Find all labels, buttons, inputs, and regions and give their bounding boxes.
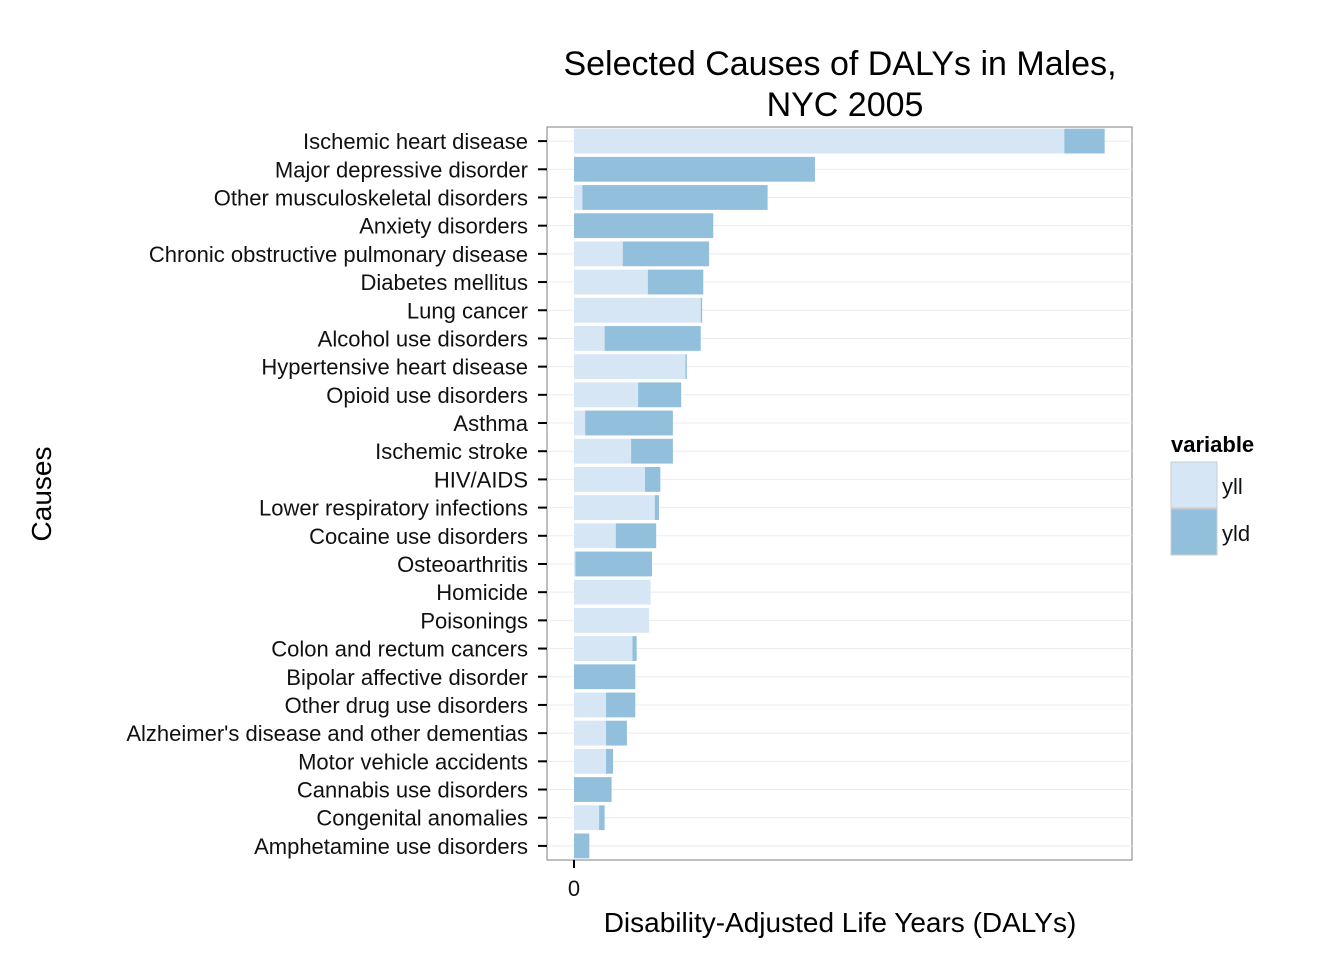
legend-key-yld xyxy=(1170,508,1218,556)
bar-yld xyxy=(685,354,687,380)
y-tick-label: Lung cancer xyxy=(407,298,528,323)
bar-yld xyxy=(632,636,637,661)
y-tick-label: Poisonings xyxy=(420,608,528,633)
bar-yld xyxy=(574,156,815,182)
bar-yld xyxy=(654,495,659,521)
bar-yll xyxy=(574,382,639,408)
y-tick-label: Colon and rectum cancers xyxy=(271,637,528,662)
bar-yld xyxy=(604,326,701,351)
bar-yll xyxy=(574,128,1065,154)
y-tick-label: Opioid use disorders xyxy=(326,383,528,408)
x-tick-label: 0 xyxy=(568,876,580,901)
bar-yll xyxy=(574,185,583,210)
bar-yll xyxy=(574,241,623,267)
bar-yll xyxy=(574,438,632,464)
bars xyxy=(574,128,1105,859)
y-tick-label: Diabetes mellitus xyxy=(360,270,528,295)
bar-yld xyxy=(700,297,703,323)
bar-yll xyxy=(574,354,686,380)
bar-yll xyxy=(574,466,646,492)
y-tick-label: Lower respiratory infections xyxy=(259,496,528,521)
bar-yll xyxy=(574,805,600,831)
bar-yll xyxy=(574,551,576,577)
y-tick-label: Cocaine use disorders xyxy=(309,524,528,549)
y-tick-label: Homicide xyxy=(436,580,528,605)
bar-yll xyxy=(574,495,655,521)
y-tick-label: Motor vehicle accidents xyxy=(298,749,528,774)
bar-yld xyxy=(638,382,682,408)
bar-yll xyxy=(574,269,648,295)
bar-yld xyxy=(622,241,710,267)
bar-yll xyxy=(574,297,701,323)
y-tick-label: Osteoarthritis xyxy=(397,552,528,577)
bar-yld xyxy=(645,466,661,492)
bar-yld xyxy=(606,748,613,774)
bar-yll xyxy=(574,720,607,746)
bar-yld xyxy=(615,523,657,549)
chart-title: Selected Causes of DALYs in Males, xyxy=(563,45,1116,83)
bar-yld xyxy=(631,438,673,464)
legend-label-yld: yld xyxy=(1222,521,1250,546)
x-axis-title: Disability-Adjusted Life Years (DALYs) xyxy=(604,907,1077,938)
bar-yld xyxy=(575,551,652,577)
bar-yld xyxy=(606,692,636,718)
bar-yld xyxy=(1064,128,1105,154)
y-tick-label: Alzheimer's disease and other dementias xyxy=(126,721,528,746)
bar-yld xyxy=(574,664,636,690)
y-tick-label: Amphetamine use disorders xyxy=(254,834,528,859)
bar-yll xyxy=(574,326,605,351)
bar-yll xyxy=(574,692,607,718)
bar-yll xyxy=(574,523,616,549)
y-tick-label: Chronic obstructive pulmonary disease xyxy=(149,242,528,267)
y-tick-label: HIV/AIDS xyxy=(434,467,528,492)
y-tick-label: Ischemic stroke xyxy=(375,439,528,464)
y-tick-label: Other musculoskeletal disorders xyxy=(214,185,528,210)
bar-yld xyxy=(574,777,612,802)
bar-yld xyxy=(574,213,714,239)
y-tick-label: Major depressive disorder xyxy=(275,157,528,182)
y-tick-label: Alcohol use disorders xyxy=(318,326,528,351)
bar-yld xyxy=(599,805,605,831)
y-tick-label: Asthma xyxy=(453,411,528,436)
chart-title-line2: NYC 2005 xyxy=(767,86,924,124)
legend-title: variable xyxy=(1171,432,1254,457)
y-axis: Ischemic heart disease Major depressive d… xyxy=(126,129,547,859)
y-tick-label: Bipolar affective disorder xyxy=(286,665,528,690)
y-tick-label: Hypertensive heart disease xyxy=(261,355,528,380)
y-tick-label: Other drug use disorders xyxy=(285,693,528,718)
bar-yll xyxy=(574,748,607,774)
bar-yld xyxy=(647,269,704,295)
legend: variable yll yld xyxy=(1170,432,1254,556)
legend-key-yll xyxy=(1170,461,1218,509)
bar-yll xyxy=(574,636,633,661)
y-tick-label: Congenital anomalies xyxy=(316,806,528,831)
bar-yll xyxy=(574,410,586,436)
bar-yld xyxy=(582,185,768,210)
legend-label-yll: yll xyxy=(1222,474,1243,499)
bar-yld xyxy=(574,833,590,859)
y-axis-title: Causes xyxy=(26,447,57,542)
y-tick-label: Anxiety disorders xyxy=(359,214,528,239)
y-tick-label: Cannabis use disorders xyxy=(297,778,528,803)
bar-yld xyxy=(585,410,673,436)
bar-yld xyxy=(606,720,627,746)
bar-yll xyxy=(574,579,651,605)
y-tick-label: Ischemic heart disease xyxy=(303,129,528,154)
bar-yll xyxy=(574,607,650,633)
